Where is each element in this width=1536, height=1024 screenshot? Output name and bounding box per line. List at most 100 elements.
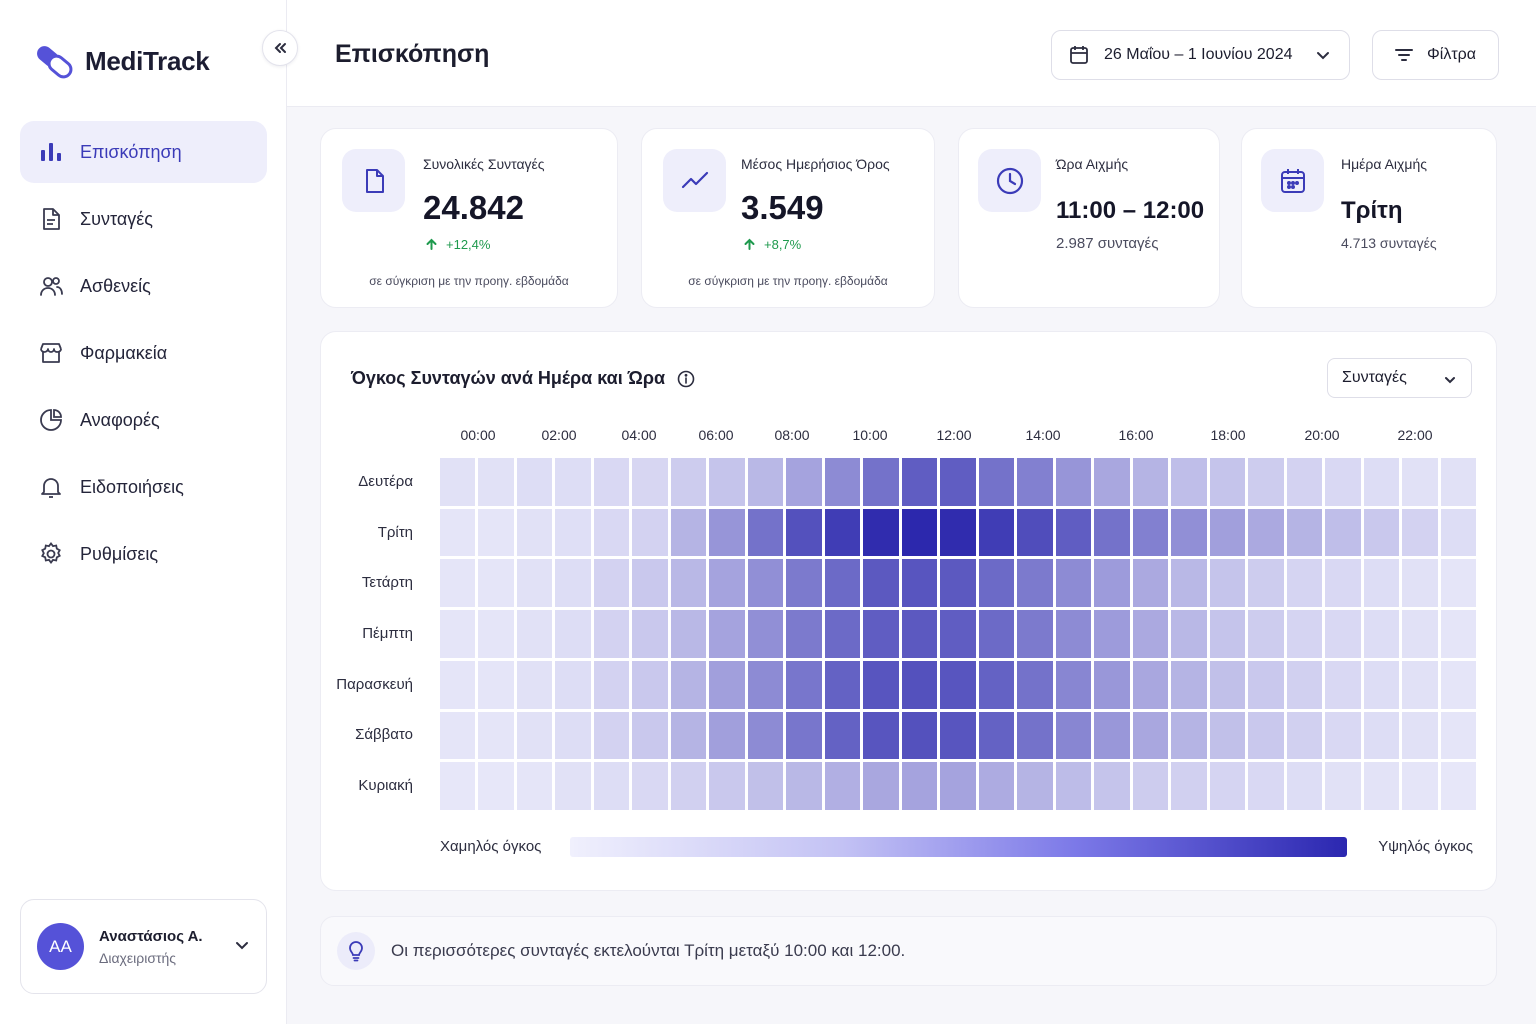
heatmap-cell[interactable] — [863, 762, 899, 810]
heatmap-cell[interactable] — [978, 711, 1015, 760]
heatmap-cell[interactable] — [593, 508, 630, 557]
heatmap-cell[interactable] — [1325, 711, 1361, 760]
heatmap-cell[interactable] — [1132, 610, 1169, 658]
heatmap-cell[interactable] — [516, 660, 553, 709]
heatmap-cell[interactable] — [1017, 762, 1053, 810]
heatmap-cell[interactable] — [555, 559, 591, 608]
heatmap-cell[interactable] — [901, 559, 938, 608]
heatmap-cell[interactable] — [863, 508, 899, 557]
sidebar-item-notifications[interactable]: Ειδοποιήσεις — [20, 456, 267, 518]
heatmap-cell[interactable] — [1017, 610, 1053, 658]
heatmap-cell[interactable] — [478, 711, 514, 760]
heatmap-cell[interactable] — [747, 559, 784, 608]
heatmap-cell[interactable] — [1325, 458, 1361, 506]
heatmap-cell[interactable] — [978, 508, 1015, 557]
heatmap-cell[interactable] — [1363, 711, 1400, 760]
heatmap-cell[interactable] — [978, 660, 1015, 709]
heatmap-cell[interactable] — [1017, 711, 1053, 760]
heatmap-cell[interactable] — [1440, 762, 1476, 810]
heatmap-cell[interactable] — [709, 508, 745, 557]
heatmap-cell[interactable] — [1209, 508, 1246, 557]
heatmap-cell[interactable] — [1286, 762, 1323, 810]
heatmap-cell[interactable] — [516, 458, 553, 506]
heatmap-cell[interactable] — [940, 610, 976, 658]
heatmap-cell[interactable] — [516, 559, 553, 608]
heatmap-cell[interactable] — [863, 559, 899, 608]
heatmap-cell[interactable] — [632, 508, 668, 557]
heatmap-cell[interactable] — [1132, 559, 1169, 608]
heatmap-cell[interactable] — [478, 508, 514, 557]
heatmap-cell[interactable] — [1440, 711, 1476, 760]
heatmap-cell[interactable] — [555, 711, 591, 760]
heatmap-cell[interactable] — [1055, 610, 1092, 658]
heatmap-cell[interactable] — [786, 559, 822, 608]
heatmap-cell[interactable] — [1209, 559, 1246, 608]
heatmap-cell[interactable] — [709, 610, 745, 658]
heatmap-cell[interactable] — [1017, 508, 1053, 557]
heatmap-cell[interactable] — [901, 660, 938, 709]
heatmap-cell[interactable] — [747, 711, 784, 760]
heatmap-cell[interactable] — [1055, 762, 1092, 810]
heatmap-cell[interactable] — [478, 660, 514, 709]
heatmap-cell[interactable] — [1325, 762, 1361, 810]
heatmap-cell[interactable] — [1132, 458, 1169, 506]
sidebar-item-patients[interactable]: Ασθενείς — [20, 255, 267, 317]
heatmap-cell[interactable] — [940, 711, 976, 760]
heatmap-cell[interactable] — [1440, 660, 1476, 709]
heatmap-cell[interactable] — [1363, 610, 1400, 658]
heatmap-cell[interactable] — [901, 458, 938, 506]
heatmap-cell[interactable] — [1402, 762, 1438, 810]
heatmap-cell[interactable] — [978, 458, 1015, 506]
heatmap-cell[interactable] — [1402, 559, 1438, 608]
sidebar-item-overview[interactable]: Επισκόπηση — [20, 121, 267, 183]
heatmap-cell[interactable] — [709, 660, 745, 709]
heatmap-cell[interactable] — [1017, 660, 1053, 709]
heatmap-cell[interactable] — [824, 660, 861, 709]
heatmap-cell[interactable] — [863, 711, 899, 760]
heatmap-cell[interactable] — [863, 660, 899, 709]
heatmap-cell[interactable] — [1209, 458, 1246, 506]
heatmap-cell[interactable] — [555, 458, 591, 506]
heatmap-cell[interactable] — [1325, 660, 1361, 709]
heatmap-cell[interactable] — [440, 610, 476, 658]
heatmap-cell[interactable] — [978, 559, 1015, 608]
heatmap-cell[interactable] — [1094, 610, 1130, 658]
heatmap-cell[interactable] — [516, 762, 553, 810]
heatmap-cell[interactable] — [516, 508, 553, 557]
heatmap-cell[interactable] — [593, 458, 630, 506]
sidebar-item-settings[interactable]: Ρυθμίσεις — [20, 523, 267, 585]
heatmap-cell[interactable] — [632, 610, 668, 658]
heatmap-cell[interactable] — [786, 762, 822, 810]
heatmap-cell[interactable] — [1094, 508, 1130, 557]
heatmap-cell[interactable] — [1171, 660, 1207, 709]
heatmap-cell[interactable] — [1055, 711, 1092, 760]
heatmap-cell[interactable] — [1209, 610, 1246, 658]
heatmap-cell[interactable] — [670, 660, 707, 709]
heatmap-cell[interactable] — [786, 458, 822, 506]
heatmap-cell[interactable] — [1286, 559, 1323, 608]
heatmap-cell[interactable] — [940, 559, 976, 608]
heatmap-cell[interactable] — [670, 762, 707, 810]
heatmap-cell[interactable] — [440, 762, 476, 810]
heatmap-cell[interactable] — [747, 610, 784, 658]
heatmap-cell[interactable] — [901, 762, 938, 810]
heatmap-cell[interactable] — [1402, 660, 1438, 709]
heatmap-cell[interactable] — [1363, 762, 1400, 810]
heatmap-cell[interactable] — [1325, 610, 1361, 658]
heatmap-cell[interactable] — [632, 458, 668, 506]
heatmap-cell[interactable] — [1248, 762, 1284, 810]
heatmap-cell[interactable] — [1171, 762, 1207, 810]
heatmap-cell[interactable] — [747, 660, 784, 709]
heatmap-cell[interactable] — [1248, 458, 1284, 506]
sidebar-item-prescriptions[interactable]: Συνταγές — [20, 188, 267, 250]
heatmap-cell[interactable] — [1171, 508, 1207, 557]
heatmap-cell[interactable] — [824, 762, 861, 810]
heatmap-cell[interactable] — [824, 610, 861, 658]
heatmap-cell[interactable] — [747, 762, 784, 810]
heatmap-cell[interactable] — [1055, 508, 1092, 557]
heatmap-cell[interactable] — [670, 711, 707, 760]
heatmap-cell[interactable] — [709, 559, 745, 608]
heatmap-cell[interactable] — [940, 660, 976, 709]
heatmap-cell[interactable] — [1440, 610, 1476, 658]
heatmap-cell[interactable] — [863, 458, 899, 506]
